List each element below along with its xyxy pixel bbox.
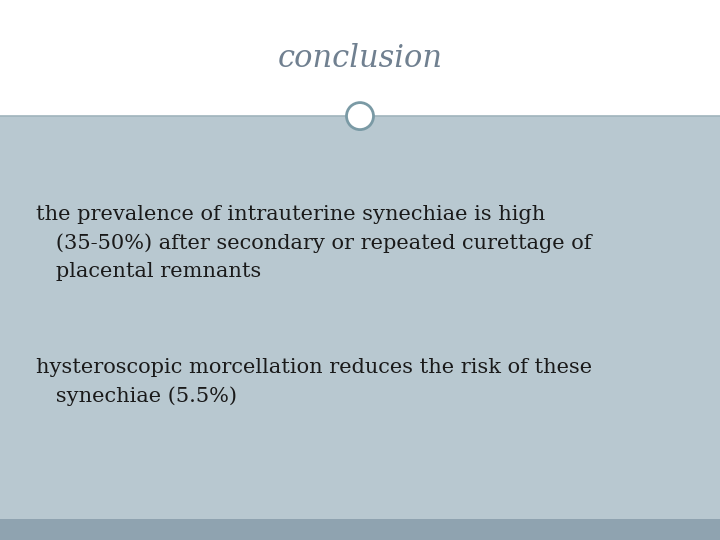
- Text: hysteroscopic morcellation reduces the risk of these
   synechiae (5.5%): hysteroscopic morcellation reduces the r…: [36, 358, 592, 406]
- Text: conclusion: conclusion: [277, 43, 443, 73]
- Text: the prevalence of intrauterine synechiae is high
   (35-50%) after secondary or : the prevalence of intrauterine synechiae…: [36, 205, 592, 281]
